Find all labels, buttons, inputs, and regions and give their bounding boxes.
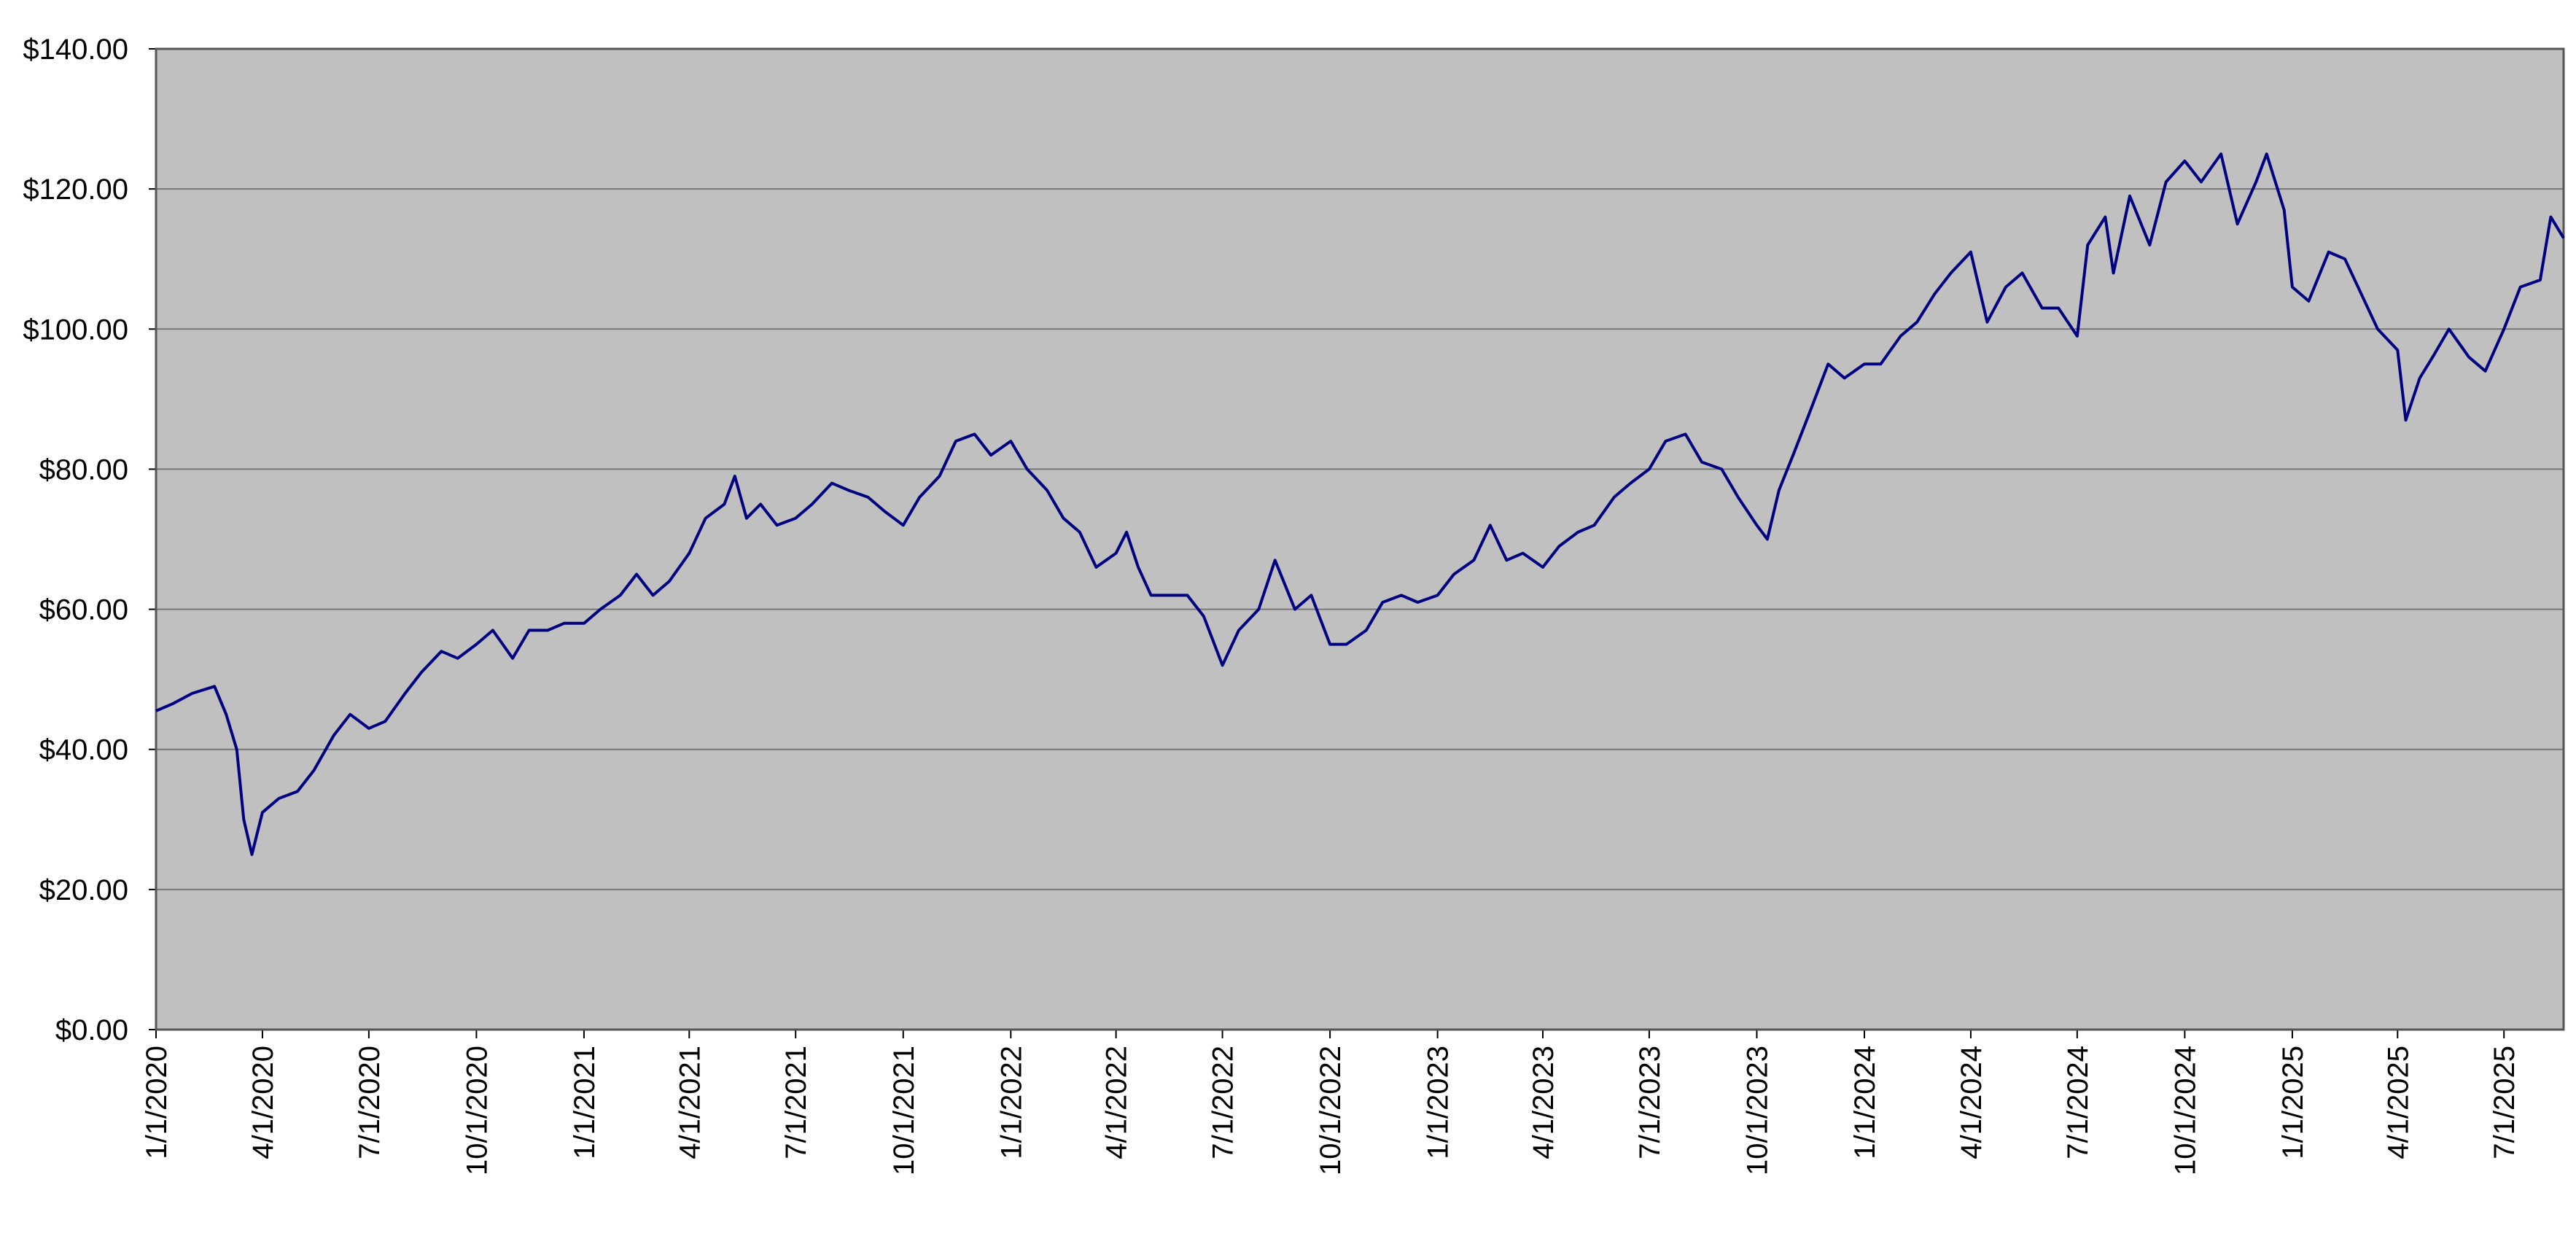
x-tick-label: 7/1/2024	[2062, 1046, 2094, 1159]
x-tick-label: 4/1/2020	[247, 1046, 279, 1159]
x-tick-label: 1/1/2023	[1423, 1046, 1455, 1159]
y-tick-label: $20.00	[39, 874, 128, 906]
plot-area	[156, 49, 2564, 1030]
x-tick-label: 7/1/2021	[780, 1046, 812, 1159]
y-tick-label: $140.00	[23, 34, 128, 66]
y-tick-label: $100.00	[23, 314, 128, 346]
x-tick-label: 1/1/2021	[569, 1046, 601, 1159]
x-tick-label: 10/1/2022	[1315, 1046, 1347, 1175]
y-tick-label: $0.00	[55, 1014, 128, 1046]
x-tick-label: 4/1/2024	[1956, 1046, 1988, 1159]
x-tick-label: 4/1/2025	[2382, 1046, 2414, 1159]
x-tick-label: 10/1/2024	[2169, 1046, 2201, 1175]
y-tick-label: $40.00	[39, 734, 128, 766]
x-tick-label: 4/1/2022	[1101, 1046, 1133, 1159]
plot-border	[155, 47, 2565, 1031]
x-tick-label: 1/1/2022	[995, 1046, 1027, 1159]
x-tick-label: 4/1/2021	[674, 1046, 706, 1159]
x-tick-label: 10/1/2020	[461, 1046, 493, 1175]
price-line	[155, 152, 2565, 856]
x-tick-label: 7/1/2023	[1634, 1046, 1666, 1159]
x-tick-label: 10/1/2023	[1741, 1046, 1773, 1175]
x-tick-label: 1/1/2025	[2277, 1046, 2309, 1159]
x-tick-label: 7/1/2022	[1207, 1046, 1240, 1159]
y-tick-label: $80.00	[39, 454, 128, 486]
x-tick-label: 4/1/2023	[1528, 1046, 1560, 1159]
x-tick-label: 10/1/2021	[888, 1046, 920, 1175]
x-tick-label: 7/1/2020	[354, 1046, 386, 1159]
y-tick-label: $60.00	[39, 594, 128, 626]
x-tick-label: 7/1/2025	[2489, 1046, 2521, 1159]
x-tick-label: 1/1/2024	[1849, 1046, 1881, 1159]
y-tick-label: $120.00	[23, 174, 128, 206]
x-tick-label: 1/1/2020	[141, 1046, 173, 1159]
